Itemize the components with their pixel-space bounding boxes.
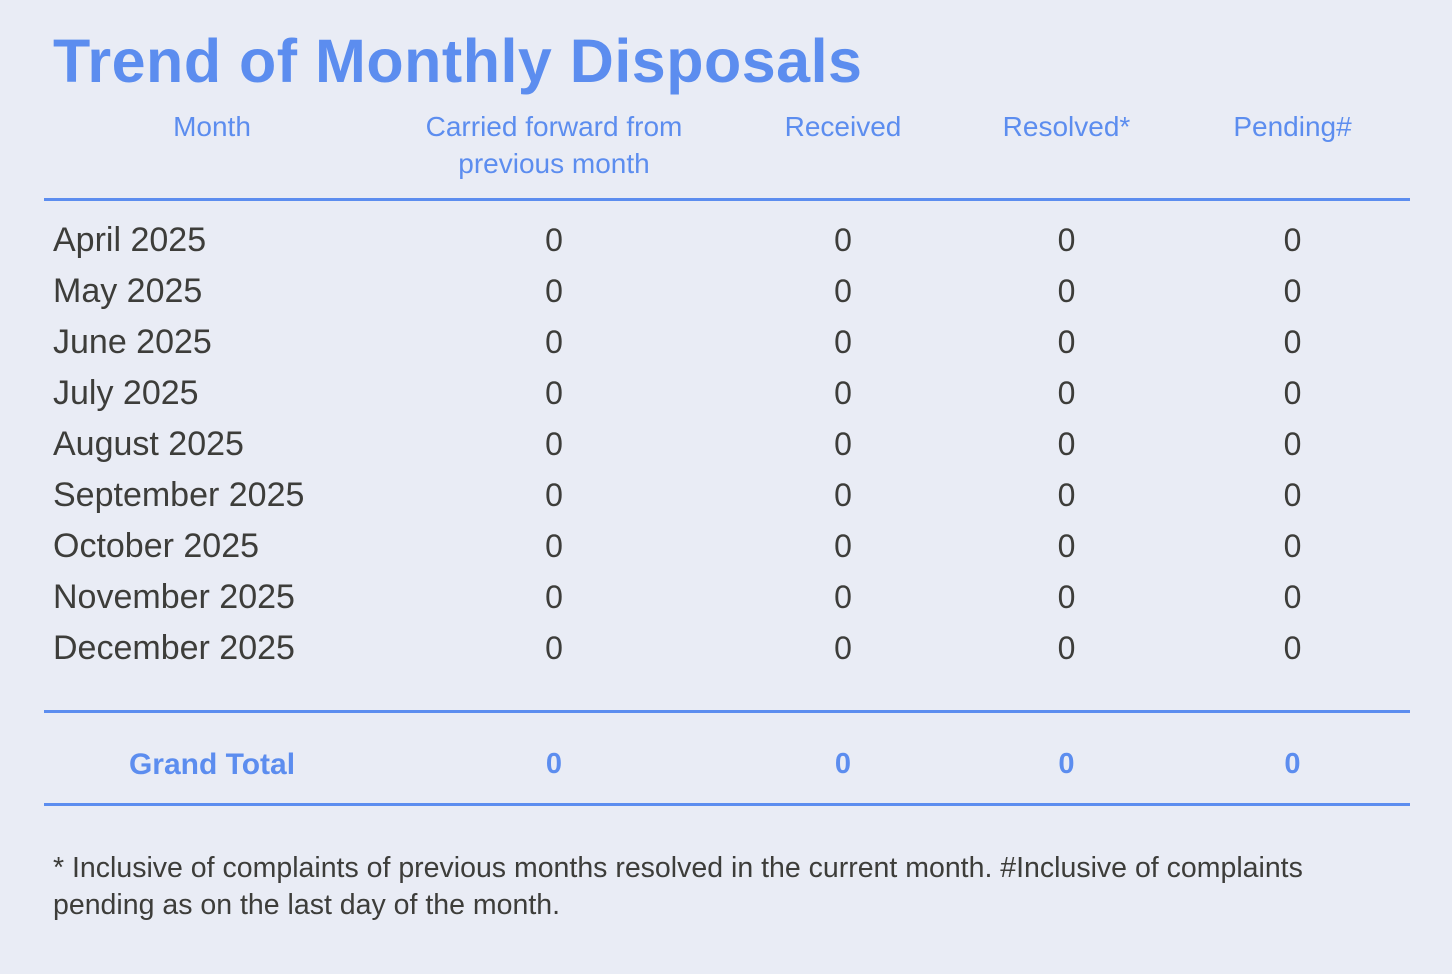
month-label: August 2025 <box>53 425 244 463</box>
table-row: August 2025 0 0 0 0 <box>44 419 1410 470</box>
column-header-month: Month <box>173 111 251 142</box>
carried-forward-value: 0 <box>545 273 563 309</box>
header-divider <box>44 198 1410 201</box>
table-row: June 2025 0 0 0 0 <box>44 317 1410 368</box>
column-header-resolved: Resolved* <box>1002 111 1131 142</box>
received-value: 0 <box>834 477 852 513</box>
total-top-divider <box>44 710 1410 713</box>
column-header-pending: Pending# <box>1233 111 1352 142</box>
table-row: April 2025 0 0 0 0 <box>44 215 1410 266</box>
grand-total-received: 0 <box>834 748 852 780</box>
grand-total-resolved: 0 <box>1058 748 1075 780</box>
received-value: 0 <box>834 222 852 258</box>
grand-total-carried-forward: 0 <box>545 748 563 780</box>
page-title: Trend of Monthly Disposals <box>53 27 863 95</box>
pending-value: 0 <box>1283 375 1302 411</box>
carried-forward-value: 0 <box>545 426 563 462</box>
carried-forward-value: 0 <box>545 579 563 615</box>
month-label: December 2025 <box>53 629 295 667</box>
column-header-received: Received <box>784 111 902 142</box>
footnote-text: * Inclusive of complaints of previous mo… <box>53 852 1303 921</box>
carried-forward-value: 0 <box>545 477 563 513</box>
grand-total-label: Grand Total <box>128 748 296 781</box>
table-row: July 2025 0 0 0 0 <box>44 368 1410 419</box>
table-row: December 2025 0 0 0 0 <box>44 623 1410 674</box>
received-value: 0 <box>834 375 852 411</box>
month-label: September 2025 <box>53 476 305 514</box>
resolved-value: 0 <box>1057 528 1076 564</box>
received-value: 0 <box>834 579 852 615</box>
pending-value: 0 <box>1283 426 1302 462</box>
received-value: 0 <box>834 324 852 360</box>
month-label: July 2025 <box>53 374 199 412</box>
resolved-value: 0 <box>1057 426 1076 462</box>
table-header-row: Month Carried forward from previous mont… <box>44 108 1410 182</box>
pending-value: 0 <box>1283 528 1302 564</box>
resolved-value: 0 <box>1057 630 1076 666</box>
received-value: 0 <box>834 630 852 666</box>
pending-value: 0 <box>1283 324 1302 360</box>
resolved-value: 0 <box>1057 579 1076 615</box>
carried-forward-value: 0 <box>545 222 563 258</box>
column-header-carried-forward: Carried forward from previous month <box>425 111 683 179</box>
resolved-value: 0 <box>1057 477 1076 513</box>
pending-value: 0 <box>1283 273 1302 309</box>
grand-total-row: Grand Total 0 0 0 0 <box>44 713 1410 803</box>
table-row: November 2025 0 0 0 0 <box>44 572 1410 623</box>
table-body: April 2025 0 0 0 0 May 2025 0 0 0 0 June… <box>44 215 1410 674</box>
received-value: 0 <box>834 528 852 564</box>
monthly-disposals-page: Trend of Monthly Disposals Month Carried… <box>0 26 1452 924</box>
month-label: October 2025 <box>53 527 260 565</box>
month-label: June 2025 <box>53 323 212 361</box>
received-value: 0 <box>834 273 852 309</box>
pending-value: 0 <box>1283 477 1302 513</box>
resolved-value: 0 <box>1057 222 1076 258</box>
resolved-value: 0 <box>1057 324 1076 360</box>
table-row: October 2025 0 0 0 0 <box>44 521 1410 572</box>
pending-value: 0 <box>1283 222 1302 258</box>
received-value: 0 <box>834 426 852 462</box>
table-row: September 2025 0 0 0 0 <box>44 470 1410 521</box>
carried-forward-value: 0 <box>545 630 563 666</box>
carried-forward-value: 0 <box>545 528 563 564</box>
resolved-value: 0 <box>1057 375 1076 411</box>
month-label: November 2025 <box>53 578 295 616</box>
resolved-value: 0 <box>1057 273 1076 309</box>
pending-value: 0 <box>1283 579 1302 615</box>
table-row: May 2025 0 0 0 0 <box>44 266 1410 317</box>
grand-total-pending: 0 <box>1284 748 1301 780</box>
carried-forward-value: 0 <box>545 324 563 360</box>
month-label: May 2025 <box>53 272 203 310</box>
carried-forward-value: 0 <box>545 375 563 411</box>
total-bottom-divider <box>44 803 1410 806</box>
month-label: April 2025 <box>53 221 207 259</box>
pending-value: 0 <box>1283 630 1302 666</box>
